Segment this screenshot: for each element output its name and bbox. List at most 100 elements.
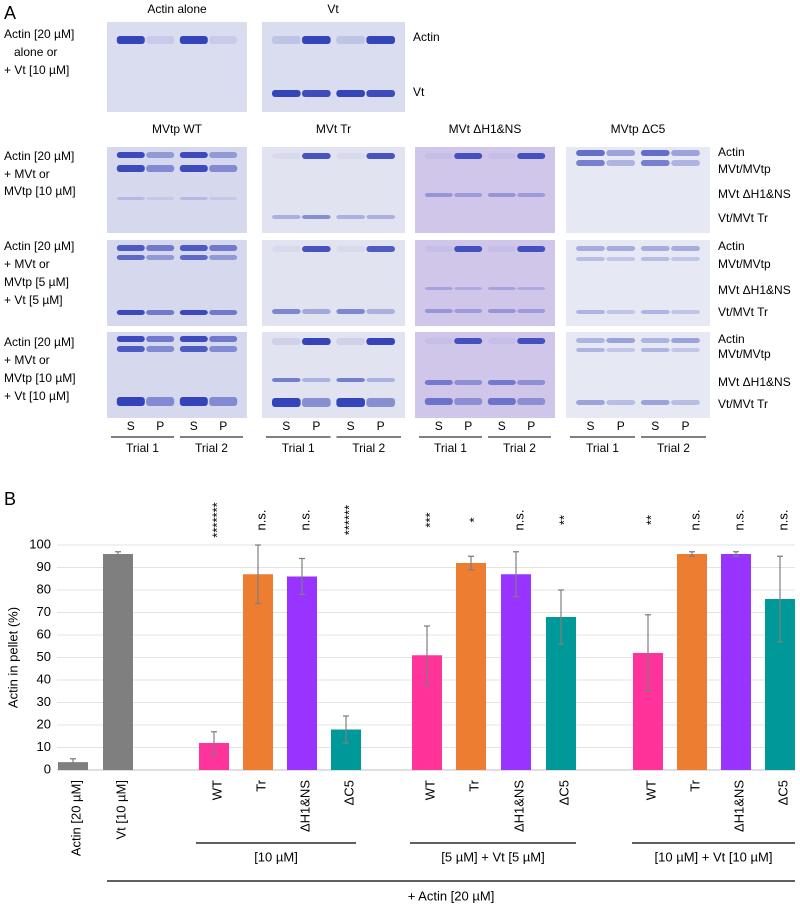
panel-label: B <box>4 489 16 509</box>
row-label: Actin [20 µM] <box>4 239 74 253</box>
gel-band <box>336 36 365 44</box>
gel-band <box>576 400 605 405</box>
lane-label: P <box>464 419 472 433</box>
gel-band <box>179 152 208 158</box>
lane-label: S <box>190 419 198 433</box>
gel-band <box>146 165 175 172</box>
gel-band <box>116 255 145 260</box>
lane-label: P <box>377 419 385 433</box>
gel-band <box>576 310 605 314</box>
group-label: [10 µM] <box>254 849 298 864</box>
gel-band <box>272 90 301 97</box>
gel-band <box>116 165 145 172</box>
gel-band <box>606 257 636 261</box>
gel-band <box>272 338 301 345</box>
gel <box>566 240 710 326</box>
gel-band <box>179 346 208 352</box>
error-bar <box>424 625 430 686</box>
gel-band <box>146 245 175 251</box>
gel-band <box>671 160 700 166</box>
gel-band <box>487 287 516 290</box>
gel-band <box>209 310 238 315</box>
gel-band <box>336 378 365 382</box>
error-bar <box>733 551 739 557</box>
gel-band <box>366 36 395 44</box>
gel-band <box>517 287 546 290</box>
gel-band <box>454 246 483 252</box>
group-label: [5 µM] + Vt [5 µM] <box>441 849 544 864</box>
gel <box>566 332 710 418</box>
band-label: Vt/MVt Tr <box>718 305 768 319</box>
row-label: alone or <box>14 45 57 59</box>
gel-band <box>116 36 145 44</box>
gel-band <box>272 378 301 382</box>
gel-band <box>366 398 395 407</box>
gel-band <box>454 287 483 290</box>
gel-band <box>487 309 516 313</box>
trial-label: Trial 1 <box>282 441 315 455</box>
bar <box>721 554 751 770</box>
gel-band <box>517 309 546 313</box>
y-tick-label: 10 <box>37 739 51 754</box>
x-tick-label: Actin [20 µM] <box>68 780 83 856</box>
gel-band <box>302 153 331 159</box>
gel-band <box>640 160 670 166</box>
significance-label: n.s. <box>775 510 790 531</box>
y-tick-label: 20 <box>37 716 51 731</box>
y-tick-label: 40 <box>37 671 51 686</box>
gel-band <box>209 152 238 158</box>
band-label: Actin <box>718 145 745 159</box>
gel-band <box>336 153 365 159</box>
error-bar <box>299 557 305 596</box>
gel-band <box>640 246 670 251</box>
gel-band <box>272 215 301 219</box>
gel-band <box>424 153 453 159</box>
x-tick-label: Tr <box>253 779 268 791</box>
row-label: Actin [20 µM] <box>4 335 74 349</box>
gel-band <box>424 193 453 197</box>
bar <box>501 574 531 770</box>
lane-label: P <box>617 419 625 433</box>
lane-label: S <box>347 419 355 433</box>
trial-label: Trial 2 <box>657 441 690 455</box>
trial-label: Trial 1 <box>586 441 619 455</box>
gel-band <box>671 150 700 156</box>
x-tick-label: WT <box>643 780 658 800</box>
lane-label: P <box>527 419 535 433</box>
gel-title: Actin alone <box>147 2 207 16</box>
lane-label: S <box>651 419 659 433</box>
gel-band <box>209 165 238 172</box>
gel-band <box>517 380 546 385</box>
lane-label: P <box>219 419 227 433</box>
gel-band <box>146 36 175 44</box>
gel-band <box>576 150 605 156</box>
significance-label: * <box>466 517 481 522</box>
significance-label: n.s. <box>687 510 702 531</box>
gel-band <box>517 246 546 252</box>
gel <box>107 147 247 233</box>
x-tick-label: ΔH1&NS <box>297 780 312 832</box>
error-bar <box>689 551 695 557</box>
row-label: MVtp [10 µM] <box>4 371 76 385</box>
error-bar <box>115 551 121 557</box>
gel-band <box>640 348 670 352</box>
significance-label: ******* <box>209 502 224 537</box>
gel-band <box>146 336 175 342</box>
gel-band <box>272 36 301 44</box>
y-tick-label: 100 <box>29 536 51 551</box>
gel-band <box>179 165 208 172</box>
x-tick-label: ΔH1&NS <box>731 780 746 832</box>
gel-title: MVtp WT <box>152 122 203 136</box>
gel-band <box>302 398 331 407</box>
x-tick-label: ΔC5 <box>775 780 790 805</box>
trial-label: Trial 1 <box>126 441 159 455</box>
gel-band <box>336 246 365 252</box>
band-label: MVt ΔH1&NS <box>718 187 791 201</box>
gel-band <box>336 90 365 97</box>
bar <box>287 576 317 770</box>
gel-band <box>116 197 145 200</box>
gel-title: MVtp ΔC5 <box>611 122 666 136</box>
gel-band <box>116 310 145 315</box>
gel-band <box>366 215 395 219</box>
